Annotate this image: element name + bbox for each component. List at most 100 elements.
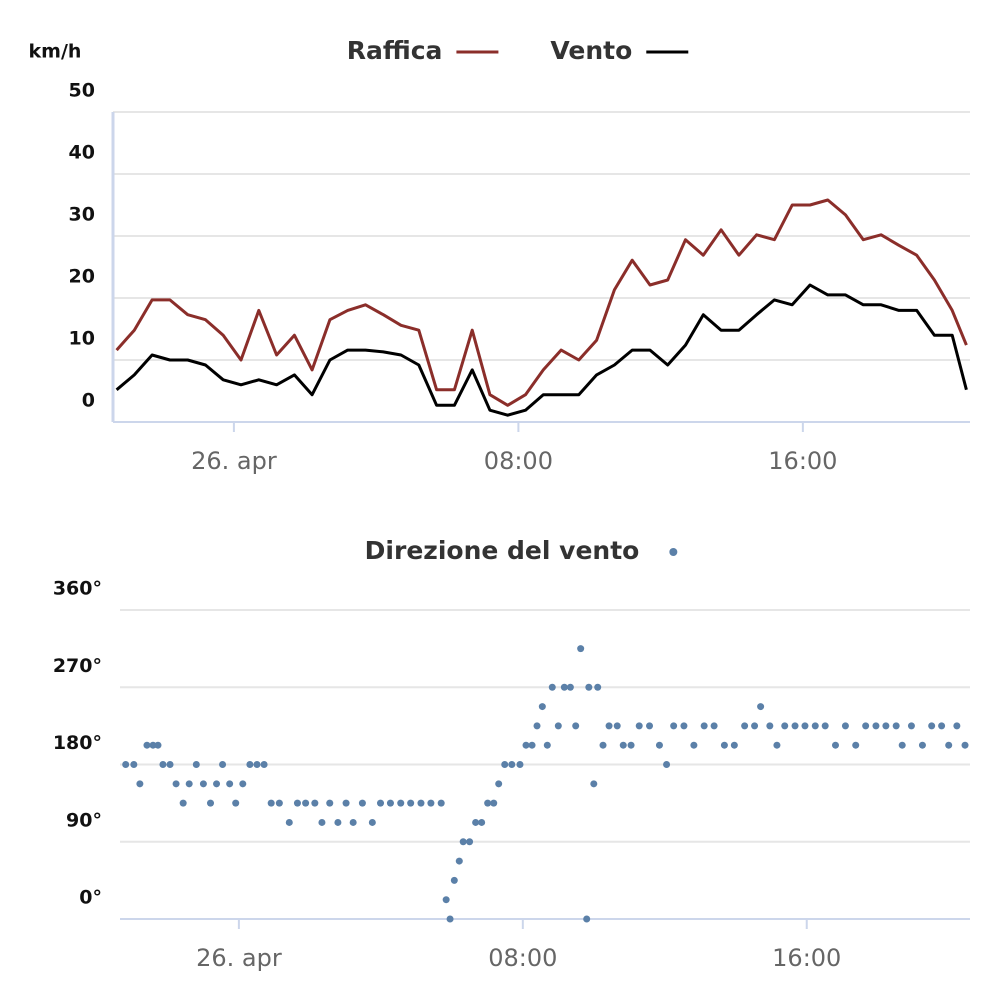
point (159, 761, 167, 768)
point (455, 857, 463, 865)
x-tick-label: 26. apr (191, 447, 277, 475)
point (232, 799, 240, 807)
legend: Direzione del vento (365, 536, 678, 565)
y-tick-label: 360° (53, 578, 102, 600)
point (293, 799, 301, 807)
point (450, 876, 458, 884)
point (872, 722, 880, 730)
point (862, 722, 870, 730)
point (791, 722, 799, 730)
point (538, 703, 546, 711)
point (386, 799, 394, 807)
y-tick-label: 270° (53, 655, 102, 677)
point (548, 683, 556, 691)
point (466, 838, 474, 846)
point (318, 818, 326, 826)
x-tick-label: 08:00 (484, 447, 553, 475)
y-tick-label: 20 (69, 266, 95, 288)
point (710, 722, 718, 730)
point (516, 761, 524, 768)
point (199, 780, 207, 788)
point (143, 741, 151, 749)
y-tick-label: 50 (69, 80, 95, 102)
point (478, 818, 486, 826)
point (166, 761, 174, 768)
point (670, 722, 678, 730)
point (841, 722, 849, 730)
point (260, 761, 268, 768)
point (766, 722, 774, 730)
point (635, 722, 643, 730)
point (407, 799, 415, 807)
point (490, 799, 498, 807)
point (572, 722, 580, 730)
point (730, 741, 738, 749)
y-tick-label: 10 (69, 328, 95, 350)
point (192, 761, 200, 768)
legend: Raffica Vento (347, 36, 689, 65)
point (185, 780, 193, 788)
point (246, 761, 254, 768)
point (427, 799, 435, 807)
point (130, 761, 138, 768)
point (154, 741, 162, 749)
point (590, 780, 598, 788)
point (907, 722, 915, 730)
point (690, 741, 698, 749)
point (533, 722, 541, 730)
point (599, 741, 607, 749)
point (207, 799, 215, 807)
x-tick-label: 16:00 (772, 944, 841, 972)
point (811, 722, 819, 730)
point (953, 722, 961, 730)
point (928, 722, 936, 730)
point (961, 741, 969, 749)
point (253, 761, 261, 768)
point (501, 761, 509, 768)
line-series (115, 198, 968, 407)
point (226, 780, 234, 788)
point (213, 780, 221, 788)
point (619, 741, 627, 749)
legend-symbol (669, 548, 678, 556)
y-tick-label: 0 (82, 390, 95, 412)
x-tick-label: 16:00 (768, 447, 837, 475)
point (583, 915, 591, 923)
y-tick-label: 30 (69, 204, 95, 226)
point (334, 818, 342, 826)
point (566, 683, 574, 691)
point (898, 741, 906, 749)
point (773, 741, 781, 749)
point (326, 799, 334, 807)
point (801, 722, 809, 730)
point (446, 915, 454, 923)
y-tick-label: 0° (79, 887, 102, 909)
point (417, 799, 425, 807)
point (554, 722, 562, 730)
point (358, 799, 366, 807)
point (852, 741, 860, 749)
point (528, 741, 536, 749)
point (646, 722, 654, 730)
legend-label: Direzione del vento (365, 536, 640, 565)
point (342, 799, 350, 807)
point (757, 703, 765, 711)
x-tick-label: 26. apr (196, 944, 282, 972)
point (655, 741, 663, 749)
point (285, 818, 293, 826)
point (594, 683, 602, 691)
point (122, 761, 130, 768)
point (437, 799, 445, 807)
point (484, 799, 492, 807)
line-series (115, 283, 968, 417)
point (613, 722, 621, 730)
point (821, 722, 829, 730)
y-tick-label: 90° (66, 809, 102, 831)
point (172, 780, 180, 788)
point (781, 722, 789, 730)
point (882, 722, 890, 730)
point (522, 741, 530, 749)
y-axis-title: km/h (29, 41, 82, 63)
point (442, 896, 450, 904)
point (680, 722, 688, 730)
